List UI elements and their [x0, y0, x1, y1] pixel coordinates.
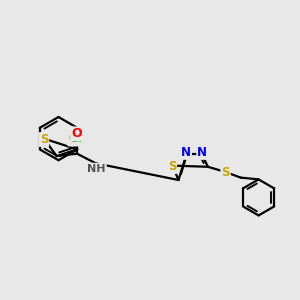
Text: S: S [168, 160, 176, 173]
Text: N: N [197, 146, 207, 159]
Text: Cl: Cl [69, 132, 83, 146]
Text: N: N [181, 146, 191, 159]
Text: O: O [71, 128, 82, 140]
Text: NH: NH [87, 164, 106, 174]
Text: S: S [40, 133, 48, 146]
Text: S: S [221, 166, 230, 179]
